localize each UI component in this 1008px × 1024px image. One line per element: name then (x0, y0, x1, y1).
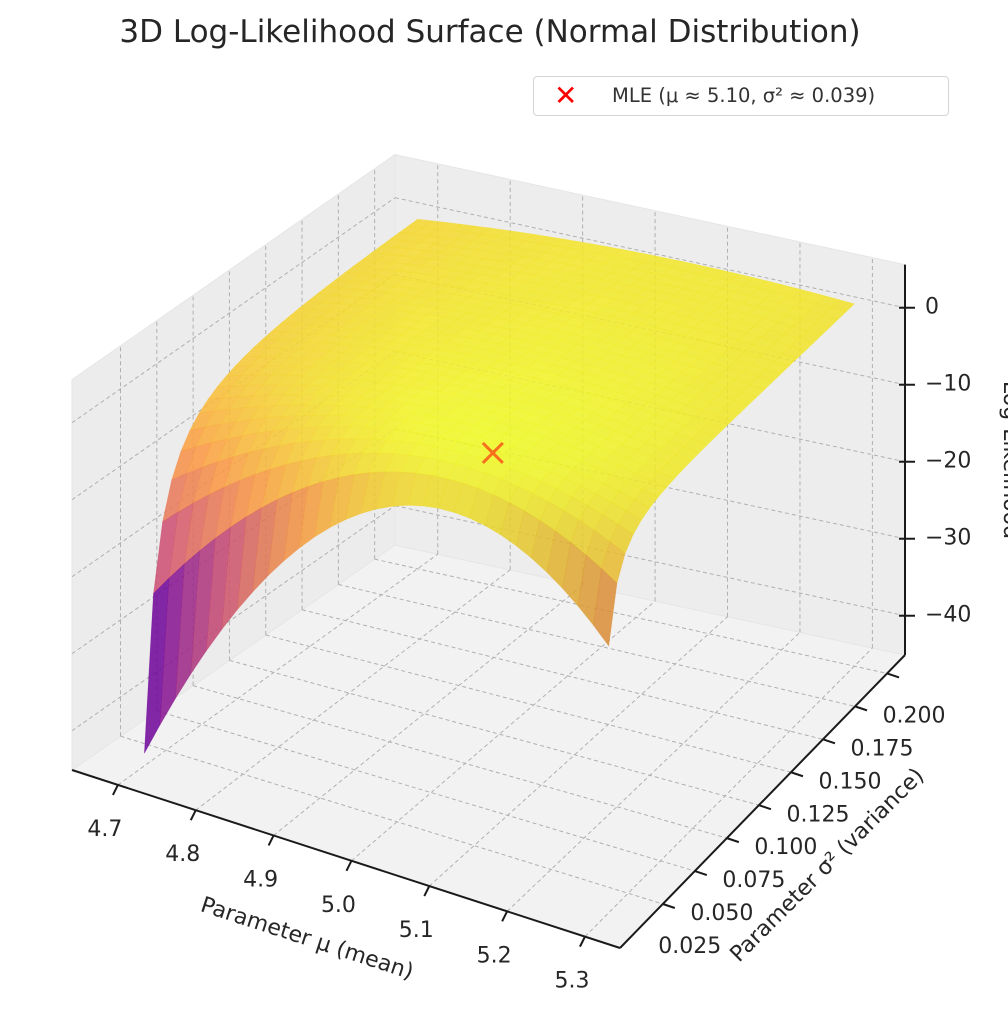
y-tick-label: 0.100 (754, 835, 817, 860)
gridline-y (192, 685, 728, 839)
x-tick (112, 784, 119, 796)
gridline-y (301, 609, 824, 740)
x-axis-label: Parameter μ (mean) (198, 893, 417, 985)
z-axis-label: Log-Likelihood (998, 381, 1008, 539)
x-tick (189, 809, 197, 821)
legend: ✕ MLE (μ ≈ 5.10, σ² ≈ 0.039) (533, 76, 949, 116)
gridline-z (394, 197, 906, 309)
x-tick-label: 5.2 (477, 943, 512, 968)
gridline-x (584, 647, 873, 937)
legend-label-mle: MLE (μ ≈ 5.10, σ² ≈ 0.039) (612, 84, 876, 107)
x-tick (579, 936, 586, 948)
z-tick-label: −20 (925, 449, 971, 474)
x-tick (267, 835, 275, 846)
y-tick-label: 0.075 (722, 868, 785, 893)
x-tick (423, 885, 431, 897)
y-tick (694, 870, 708, 877)
x-tick-label: 5.3 (554, 969, 589, 994)
mle-marker (481, 441, 504, 464)
gridline-x (273, 585, 583, 836)
gridline-x (195, 569, 511, 811)
x-tick-label: 4.7 (87, 817, 122, 842)
y-tick-label: 0.150 (818, 769, 881, 794)
y-tick (822, 738, 836, 745)
surface-patch (592, 568, 618, 647)
y-tick (886, 672, 900, 679)
y-tick-label: 0.175 (851, 736, 914, 761)
y-tick (854, 705, 868, 712)
y-tick (726, 837, 740, 844)
x-tick (501, 910, 509, 922)
x-tick-label: 5.0 (321, 893, 356, 918)
gridline-y (156, 710, 695, 872)
z-tick-label: −10 (925, 372, 971, 397)
z-tick-label: −30 (925, 526, 971, 551)
x-tick (345, 860, 353, 872)
mle-x-marker-icon: ✕ (554, 79, 578, 112)
x-tick-label: 5.1 (399, 918, 434, 943)
tick-labels: 4.7 4.8 4.9 5.0 5.1 5.2 5.3 0.025 0.050 0.075 0.10… (87, 295, 971, 994)
gridline-x (117, 553, 439, 786)
y-tick (758, 804, 772, 811)
y-axis-line (619, 654, 906, 949)
x-axis-line (71, 769, 621, 949)
y-tick-label: 0.050 (690, 901, 753, 926)
gridline-x (428, 616, 728, 887)
gridline-y (120, 735, 663, 905)
z-tick-label: −40 (925, 603, 971, 628)
y-tick-label: 0.200 (883, 703, 946, 728)
gridline-x (351, 600, 656, 862)
log-likelihood-surface (144, 218, 855, 754)
y-tick-label: 0.025 (658, 934, 721, 959)
gridline-y (338, 583, 856, 707)
gridline-x (506, 631, 801, 912)
x-tick-label: 4.9 (243, 867, 278, 892)
y-tick (790, 771, 804, 778)
y-tick (662, 903, 676, 909)
gridline-y (229, 659, 760, 806)
z-tick-label: 0 (925, 295, 939, 320)
gridline-z (71, 505, 396, 732)
gridline-z (71, 197, 396, 424)
gridline-y (374, 558, 888, 674)
mle-marker-stroke (481, 441, 504, 464)
x-tick-label: 4.8 (165, 842, 200, 867)
gridline-z (394, 505, 906, 617)
chart-title: 3D Log-Likelihood Surface (Normal Distri… (119, 14, 861, 50)
y-tick-label: 0.125 (786, 802, 849, 827)
axes-lines (71, 264, 915, 949)
